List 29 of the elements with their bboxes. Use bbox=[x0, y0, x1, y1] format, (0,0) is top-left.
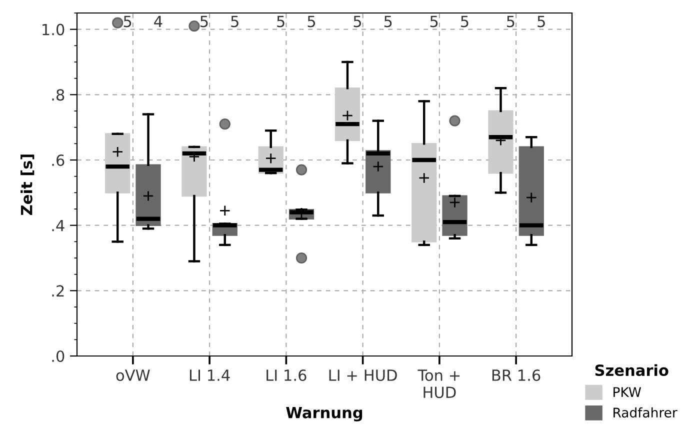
annotation: 5 bbox=[430, 16, 438, 28]
annotation: 5 bbox=[200, 16, 208, 28]
annotation: 5 bbox=[507, 16, 514, 28]
legend-label: Radfahrer bbox=[614, 407, 678, 418]
legend-title: Szenario bbox=[595, 364, 668, 376]
y-axis-title: Zeit [s] bbox=[20, 154, 34, 215]
x-tick-label: LI 1.6 bbox=[266, 369, 306, 382]
annotation: 4 bbox=[154, 16, 162, 28]
y-tick-label: .0 bbox=[52, 350, 64, 362]
annotation: 5 bbox=[461, 16, 468, 28]
x-tick-label: LI 1.4 bbox=[190, 370, 230, 381]
annotation: 5 bbox=[308, 16, 315, 28]
y-tick-label: .2 bbox=[52, 285, 64, 296]
y-tick-label: .8 bbox=[52, 89, 64, 101]
y-tick-label: .6 bbox=[52, 154, 64, 166]
annotation: 5 bbox=[384, 16, 392, 28]
annotation: 5 bbox=[231, 16, 238, 28]
annotation: 5 bbox=[277, 16, 284, 28]
y-tick-label: .4 bbox=[52, 220, 64, 232]
x-axis-title: Warnung bbox=[286, 406, 362, 422]
legend-label: PKW bbox=[614, 387, 642, 397]
annotation: 5 bbox=[124, 16, 132, 28]
annotation: 5 bbox=[538, 16, 545, 28]
y-tick-label: 1.0 bbox=[42, 24, 64, 36]
annotation: 5 bbox=[354, 16, 361, 28]
x-tick-label: LI + HUD bbox=[329, 370, 397, 382]
x-tick-label: BR 1.6 bbox=[492, 369, 540, 382]
x-tick-label: Ton + HUD bbox=[418, 370, 460, 398]
x-tick-label: oVW bbox=[116, 370, 150, 382]
